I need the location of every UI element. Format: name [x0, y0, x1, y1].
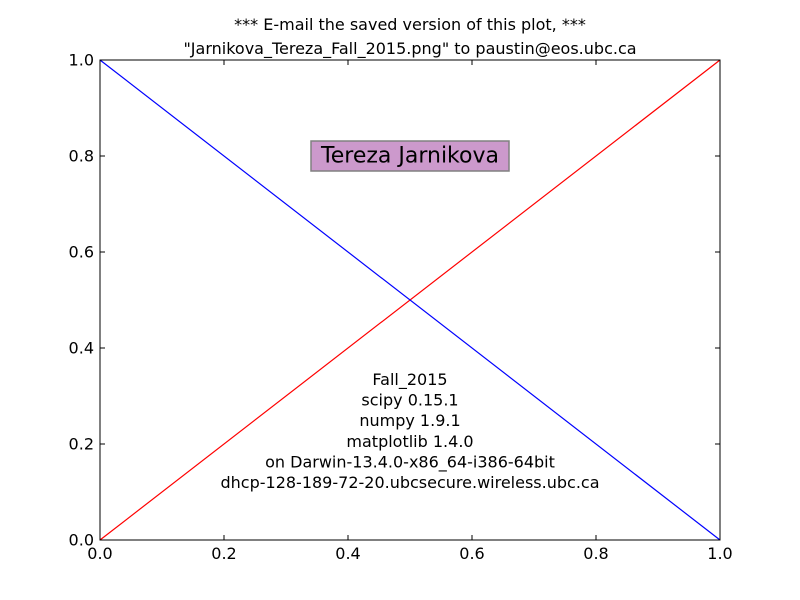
info-line: dhcp-128-189-72-20.ubcsecure.wireless.ub… — [220, 473, 599, 492]
x-tick-label: 1.0 — [707, 544, 732, 563]
info-line: scipy 0.15.1 — [361, 391, 458, 410]
x-tick-label: 0.0 — [87, 544, 112, 563]
title-line-1: *** E-mail the saved version of this plo… — [234, 15, 586, 34]
info-line: numpy 1.9.1 — [359, 411, 460, 430]
series-layer — [99, 59, 721, 541]
chart-title: *** E-mail the saved version of this plo… — [183, 15, 636, 59]
x-tick-label: 0.4 — [335, 544, 360, 563]
y-tick-label: 0.0 — [69, 531, 94, 550]
y-tick-label: 0.6 — [69, 243, 94, 262]
title-line-2: "Jarnikova_Tereza_Fall_2015.png" to paus… — [183, 39, 636, 59]
y-tick-label: 0.8 — [69, 147, 94, 166]
name-box — [310, 140, 510, 172]
plot-frame — [99, 59, 721, 541]
info-line: matplotlib 1.4.0 — [346, 432, 473, 451]
y-tick-label: 0.4 — [69, 339, 94, 358]
y-tick-label: 0.2 — [69, 435, 94, 454]
series-line-2 — [99, 59, 721, 541]
info-line: Fall_2015 — [372, 370, 447, 390]
x-tick-label: 0.8 — [583, 544, 608, 563]
info-line: on Darwin-13.4.0-x86_64-i386-64bit — [265, 452, 555, 472]
y-axis: 0.0 0.2 0.4 0.6 0.8 1.0 — [69, 51, 720, 550]
name-label: Tereza Jarnikova — [320, 144, 499, 169]
y-tick-label: 1.0 — [69, 51, 94, 70]
x-tick-label: 0.2 — [211, 544, 236, 563]
x-tick-label: 0.6 — [459, 544, 484, 563]
x-axis: 0.0 0.2 0.4 0.6 0.8 1.0 — [87, 60, 733, 563]
name-annotation: Tereza Jarnikova — [310, 140, 510, 172]
